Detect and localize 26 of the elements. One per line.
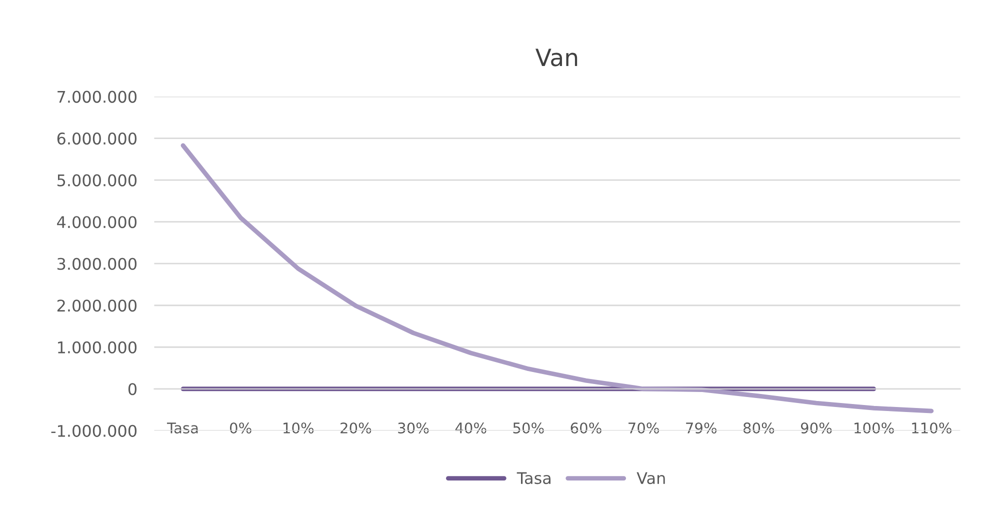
legend-label: Tasa: [516, 472, 550, 484]
line-series: [180, 143, 934, 414]
y-tick-label: 3.000.000: [57, 258, 136, 270]
chart-title: Van: [536, 48, 578, 66]
y-tick-label: 6.000.000: [57, 132, 136, 145]
x-tick-label: 110%: [912, 422, 952, 434]
x-tick-label: 30%: [398, 422, 429, 434]
x-tick-label: 10%: [284, 422, 314, 434]
x-tick-label: 50%: [513, 422, 544, 434]
x-tick-label: 90%: [800, 422, 832, 434]
y-tick-label: 7.000.000: [58, 90, 136, 103]
x-tick-label: 0%: [230, 422, 252, 434]
y-tick-label: 0: [128, 383, 136, 396]
y-tick-label: 5.000.000: [58, 174, 136, 186]
x-tick-label: 79%: [686, 422, 717, 434]
x-tick-label: 80%: [743, 422, 774, 434]
y-tick-label: 1.000.000: [58, 341, 136, 354]
x-tick-label: 100%: [854, 422, 894, 434]
y-tick-label: 4.000.000: [57, 216, 136, 228]
x-tick-label: 70%: [628, 422, 659, 434]
x-tick-label: 60%: [570, 422, 602, 434]
legend-label: Van: [636, 472, 665, 484]
x-tick-label: Tasa: [166, 422, 198, 434]
x-tick-label: 20%: [340, 422, 372, 434]
y-tick-label: 2.000.000: [57, 300, 136, 312]
y-tick-label: -1.000.000: [51, 424, 136, 437]
